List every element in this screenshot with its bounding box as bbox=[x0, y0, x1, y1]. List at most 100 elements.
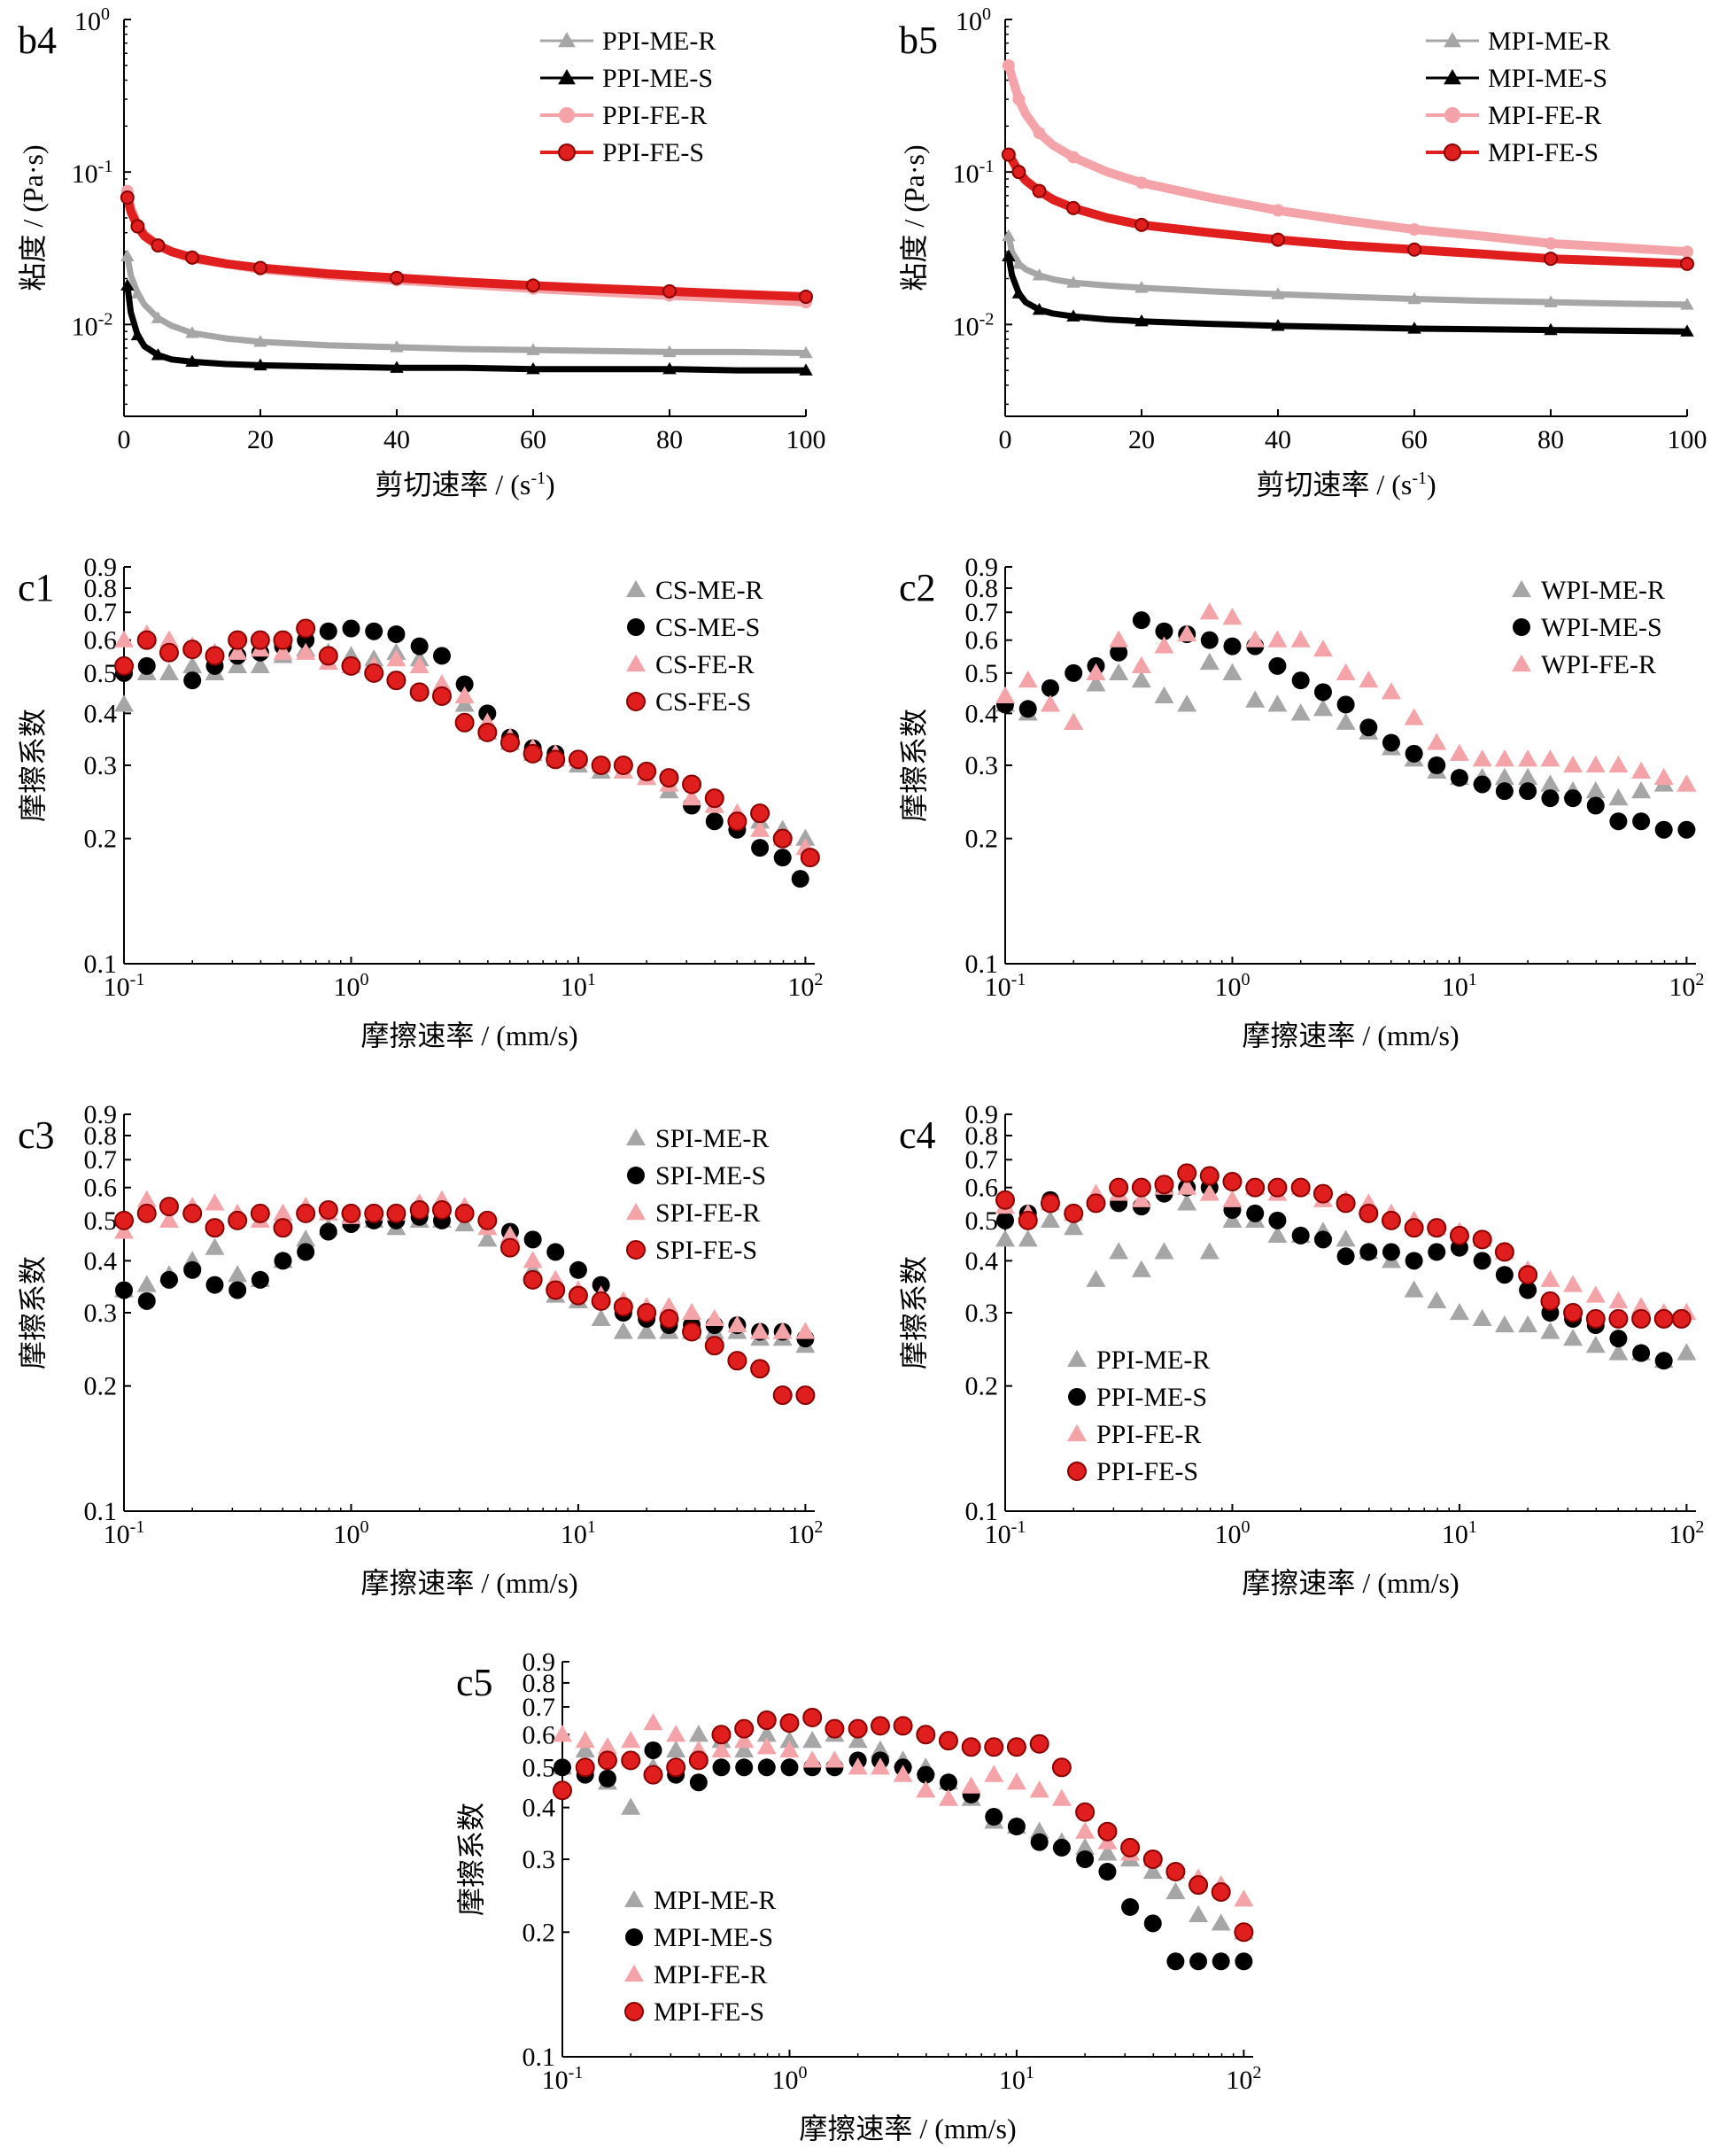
data-point bbox=[666, 1725, 686, 1742]
data-point bbox=[1312, 1183, 1333, 1204]
data-point bbox=[250, 655, 270, 673]
data-point bbox=[228, 642, 248, 660]
data-point bbox=[751, 839, 770, 857]
data-point bbox=[1632, 812, 1651, 831]
data-point bbox=[779, 1731, 800, 1749]
data-point bbox=[1097, 1821, 1118, 1842]
data-point bbox=[938, 1788, 958, 1806]
data-point bbox=[597, 1750, 617, 1771]
data-point bbox=[151, 311, 166, 323]
y-tick-label: 0.4 bbox=[965, 1246, 999, 1276]
data-point bbox=[1518, 749, 1538, 767]
x-tick-label: 100 bbox=[333, 970, 368, 1002]
legend-label: CS-FE-R bbox=[655, 650, 755, 679]
data-point bbox=[432, 647, 451, 665]
data-point bbox=[1098, 1863, 1117, 1881]
data-point bbox=[1585, 781, 1606, 799]
y-tick-label: 0.7 bbox=[523, 1693, 556, 1722]
data-point bbox=[1519, 782, 1537, 801]
x-tick-label: 100 bbox=[1214, 1517, 1250, 1549]
data-point bbox=[273, 1218, 293, 1238]
data-point bbox=[662, 361, 677, 375]
data-point bbox=[779, 1713, 800, 1733]
x-tick-label: 101 bbox=[999, 2063, 1034, 2095]
data-point bbox=[523, 1251, 543, 1268]
data-point bbox=[1405, 744, 1423, 763]
y-axis-title: 摩擦系数 bbox=[898, 1256, 930, 1369]
data-point bbox=[704, 1336, 724, 1356]
x-tick-label: 102 bbox=[1669, 1517, 1704, 1549]
legend-marker bbox=[627, 1167, 645, 1184]
data-point bbox=[1177, 694, 1197, 712]
data-point bbox=[1382, 733, 1400, 752]
x-tick-label: 10-1 bbox=[542, 2063, 584, 2095]
y-tick-label: 0.3 bbox=[965, 1299, 999, 1328]
legend-label: PPI-ME-S bbox=[602, 64, 713, 93]
data-point bbox=[916, 1780, 936, 1798]
data-point bbox=[410, 637, 429, 655]
x-axis-title: 摩擦速率 / (mm/s) bbox=[360, 1567, 577, 1599]
x-tick-label: 20 bbox=[1128, 425, 1155, 454]
legend-marker bbox=[624, 1964, 644, 1982]
data-point bbox=[575, 1740, 595, 1758]
data-point bbox=[1086, 1269, 1106, 1287]
data-point bbox=[1632, 1344, 1651, 1362]
y-tick-label: 10-1 bbox=[72, 157, 113, 189]
legend-label: CS-ME-R bbox=[655, 576, 763, 605]
data-point bbox=[1134, 314, 1149, 327]
legend-label: WPI-ME-S bbox=[1541, 613, 1662, 642]
legend-marker bbox=[624, 1889, 644, 1908]
data-point bbox=[364, 663, 384, 683]
data-point bbox=[961, 1776, 981, 1794]
data-point bbox=[1132, 611, 1150, 630]
data-point bbox=[1267, 694, 1288, 712]
data-point bbox=[386, 648, 407, 667]
data-point bbox=[1131, 655, 1151, 673]
y-tick-label: 0.9 bbox=[84, 1100, 118, 1129]
data-point bbox=[1200, 631, 1219, 649]
data-point bbox=[1086, 1193, 1106, 1214]
x-tick-label: 101 bbox=[1442, 1517, 1477, 1549]
data-point bbox=[499, 733, 520, 753]
y-tick-label: 0.5 bbox=[965, 1206, 999, 1236]
series-MPI-ME-S bbox=[554, 1741, 1253, 1971]
y-axis-title: 摩擦系数 bbox=[455, 1803, 487, 1916]
data-point bbox=[711, 1740, 732, 1758]
y-tick-label: 0.9 bbox=[965, 1100, 999, 1129]
data-point bbox=[1131, 1260, 1151, 1277]
data-point bbox=[961, 1737, 981, 1757]
data-point bbox=[1066, 309, 1080, 322]
data-point bbox=[1564, 789, 1583, 808]
data-point bbox=[1154, 686, 1174, 704]
x-tick-label: 100 bbox=[786, 425, 826, 454]
legend-marker bbox=[558, 143, 576, 161]
data-point bbox=[183, 671, 202, 690]
data-point bbox=[205, 1218, 225, 1238]
y-tick-label: 0.6 bbox=[965, 626, 999, 655]
data-point bbox=[523, 743, 543, 764]
data-point bbox=[1404, 1218, 1424, 1238]
x-axis-title: 剪切速率 / (s-1) bbox=[1256, 469, 1436, 500]
data-point bbox=[1006, 1737, 1026, 1757]
data-point bbox=[662, 345, 677, 358]
legend-label: PPI-ME-S bbox=[1096, 1383, 1207, 1412]
panel-b4: 0 20 40 60 80 100 10-2 10-1 100 b4 剪切速率 / (s-1) 粘度 … bbox=[17, 4, 826, 500]
data-point bbox=[1109, 1242, 1129, 1260]
data-point bbox=[1631, 1297, 1652, 1315]
legend-item: SPI-FE-S bbox=[626, 1236, 757, 1265]
data-point bbox=[1075, 1821, 1096, 1839]
legend-label: MPI-FE-R bbox=[1488, 101, 1601, 130]
data-point bbox=[1381, 682, 1401, 700]
data-point bbox=[477, 1229, 498, 1247]
legend-label: WPI-FE-R bbox=[1541, 650, 1656, 679]
data-point bbox=[205, 646, 225, 666]
panel-c4: 10-1 100 101 102 0.1 0.2 0.3 0.4 0.5 0.60.70.80.9… bbox=[898, 1100, 1704, 1599]
series-PPI-FE-S bbox=[995, 1163, 1692, 1329]
legend-item: MPI-ME-R bbox=[1426, 27, 1610, 56]
data-point bbox=[1199, 1166, 1220, 1186]
legend-marker bbox=[625, 1928, 643, 1946]
data-point bbox=[1449, 743, 1469, 761]
data-point bbox=[938, 1731, 958, 1751]
y-axis-title: 摩擦系数 bbox=[17, 709, 49, 822]
data-point bbox=[1631, 761, 1652, 779]
